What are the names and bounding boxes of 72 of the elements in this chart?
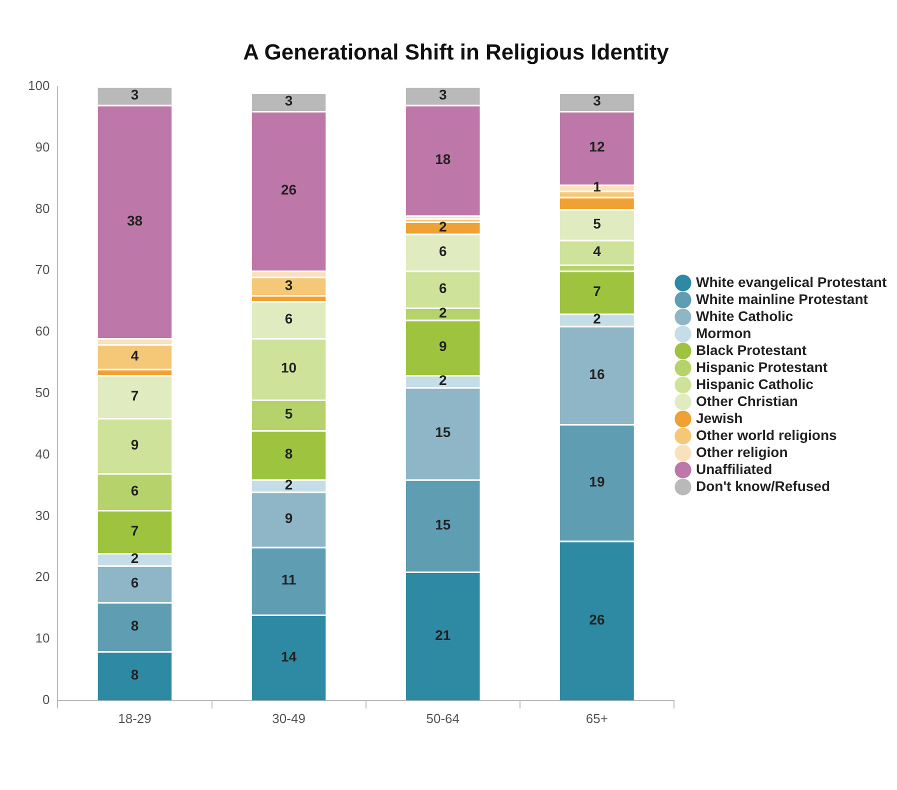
y-tick-label: 10	[35, 630, 50, 646]
data-label: 8	[284, 446, 293, 462]
data-label: 15	[435, 424, 451, 440]
legend-label: Unaffiliated	[696, 460, 772, 477]
legend-label: Mormon	[696, 324, 752, 341]
y-tick-label: 60	[35, 324, 50, 339]
data-label: 2	[438, 372, 447, 388]
data-label: 6	[130, 574, 139, 591]
y-tick-label: 70	[35, 262, 50, 278]
x-tick-label: 18-29	[118, 710, 152, 726]
legend-label: White mainline Protestant	[696, 290, 868, 307]
data-label: 18	[435, 150, 451, 167]
data-label: 2	[438, 218, 447, 234]
data-label: 8	[130, 618, 139, 634]
data-label: 4	[593, 243, 602, 260]
data-label: 5	[284, 406, 293, 422]
data-label: 8	[130, 666, 139, 683]
data-label: 9	[130, 436, 139, 452]
data-label: 7	[130, 387, 139, 404]
data-label: 11	[281, 572, 296, 588]
data-label: 14	[281, 648, 297, 664]
legend-label: Black Protestant	[696, 342, 807, 358]
data-label: 6	[130, 482, 139, 498]
legend-label: Hispanic Catholic	[696, 376, 814, 392]
data-label: 2	[438, 304, 447, 320]
data-label: 3	[284, 276, 293, 293]
legend-label: Jewish	[696, 410, 743, 426]
legend-label: Other world religions	[696, 426, 838, 443]
data-label: 3	[593, 92, 602, 109]
legend-label: Other religion	[696, 444, 788, 460]
data-label: 9	[284, 510, 293, 526]
data-label: 38	[126, 212, 143, 228]
data-label: 26	[281, 182, 297, 198]
data-label: 3	[130, 86, 139, 102]
data-label: 3	[438, 86, 447, 102]
data-label: 15	[435, 516, 451, 532]
y-tick-label: 80	[35, 200, 50, 216]
legend-label: White evangelical Protestant	[696, 274, 887, 290]
data-label: 12	[589, 138, 605, 155]
data-label: 16	[589, 366, 605, 382]
x-tick-label: 65+	[586, 710, 608, 726]
chart-title: A Generational Shift in Religious Identity	[243, 39, 670, 64]
y-tick-label: 0	[42, 692, 50, 707]
data-label: 2	[130, 550, 139, 566]
y-tick-label: 90	[35, 139, 50, 154]
legend-label: Don't know/Refused	[696, 478, 830, 494]
legend-label: Other Christian	[696, 392, 798, 409]
data-label: 9	[438, 338, 447, 354]
data-label: 5	[593, 215, 602, 232]
data-label: 6	[438, 280, 447, 296]
y-tick-label: 40	[35, 446, 50, 462]
y-tick-label: 100	[28, 78, 50, 93]
data-label: 10	[281, 360, 297, 376]
data-label: 21	[435, 626, 451, 643]
data-label: 26	[589, 611, 605, 628]
legend-label: White Catholic	[696, 308, 794, 324]
data-label: 3	[284, 92, 293, 109]
data-label: 2	[284, 476, 293, 492]
data-label: 7	[130, 522, 139, 538]
data-label: 2	[593, 310, 602, 327]
data-label: 6	[438, 243, 447, 260]
data-label: 4	[130, 347, 139, 364]
data-label: 1	[593, 178, 602, 195]
legend-label: Hispanic Protestant	[696, 358, 828, 375]
y-tick-label: 30	[35, 508, 50, 523]
data-label: 19	[589, 473, 605, 490]
y-tick-label: 20	[35, 569, 50, 584]
data-label: 6	[284, 310, 293, 327]
x-tick-label: 30-49	[272, 710, 306, 726]
x-tick-label: 50-64	[426, 710, 460, 726]
data-label: 7	[593, 282, 602, 299]
y-tick-label: 50	[35, 384, 50, 400]
